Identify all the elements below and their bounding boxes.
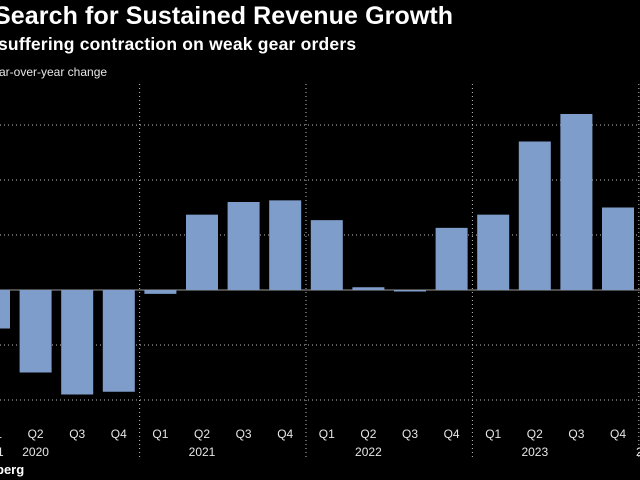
bar <box>0 290 10 329</box>
bar <box>560 114 593 290</box>
x-tick-label: Q4 <box>111 427 127 441</box>
x-tick-label: Q3 <box>568 427 584 441</box>
source-label: berg <box>0 462 25 477</box>
bar <box>269 200 302 290</box>
x-tick-label: Q1 <box>319 427 335 441</box>
bar <box>102 290 135 392</box>
y-axis-unit-label: ar-over-year change <box>0 65 108 79</box>
bar <box>186 214 218 290</box>
x-tick-label: Q4 <box>610 427 626 441</box>
x-tick-label: Q1 <box>0 427 2 441</box>
bar <box>227 202 260 290</box>
chart-subtitle: suffering contraction on weak gear order… <box>0 34 357 54</box>
x-year-label: 2023 <box>521 445 548 459</box>
x-tick-label: Q3 <box>402 427 418 441</box>
x-year-label: 2020 <box>22 445 49 459</box>
x-tick-label: Q2 <box>360 427 376 441</box>
x-axis-year-labels: 2020 2021 2022 2023 1 2 <box>0 445 640 459</box>
bar <box>518 141 551 290</box>
bar <box>394 290 426 292</box>
year-separators <box>139 84 640 460</box>
bar <box>602 207 634 290</box>
x-tick-label: Q4 <box>444 427 460 441</box>
bars <box>0 114 634 395</box>
bar <box>477 214 510 290</box>
bar <box>61 290 94 395</box>
bar <box>310 220 343 290</box>
x-tick-label: Q2 <box>194 427 210 441</box>
x-tick-label: Q1 <box>152 427 168 441</box>
x-year-label-partial: 2 <box>636 445 640 459</box>
x-tick-label: Q2 <box>28 427 44 441</box>
bar <box>352 287 385 290</box>
x-year-label: 2021 <box>189 445 216 459</box>
chart-title: Search for Sustained Revenue Growth <box>0 2 454 30</box>
x-tick-label: Q3 <box>236 427 252 441</box>
x-tick-label: Q2 <box>527 427 543 441</box>
x-tick-label: Q3 <box>69 427 85 441</box>
x-tick-label: Q1 <box>485 427 501 441</box>
bar <box>19 290 52 373</box>
bar <box>435 227 468 290</box>
x-year-label: 2022 <box>355 445 382 459</box>
x-axis-tick-labels: Q1 Q2 Q3 Q4 Q1 Q2 Q3 Q4 Q1 Q2 Q3 Q4 Q1 Q2 Q3 Q4 <box>0 427 626 441</box>
x-tick-label: Q4 <box>277 427 293 441</box>
bar <box>144 290 177 294</box>
x-year-label-partial: 1 <box>0 445 4 459</box>
